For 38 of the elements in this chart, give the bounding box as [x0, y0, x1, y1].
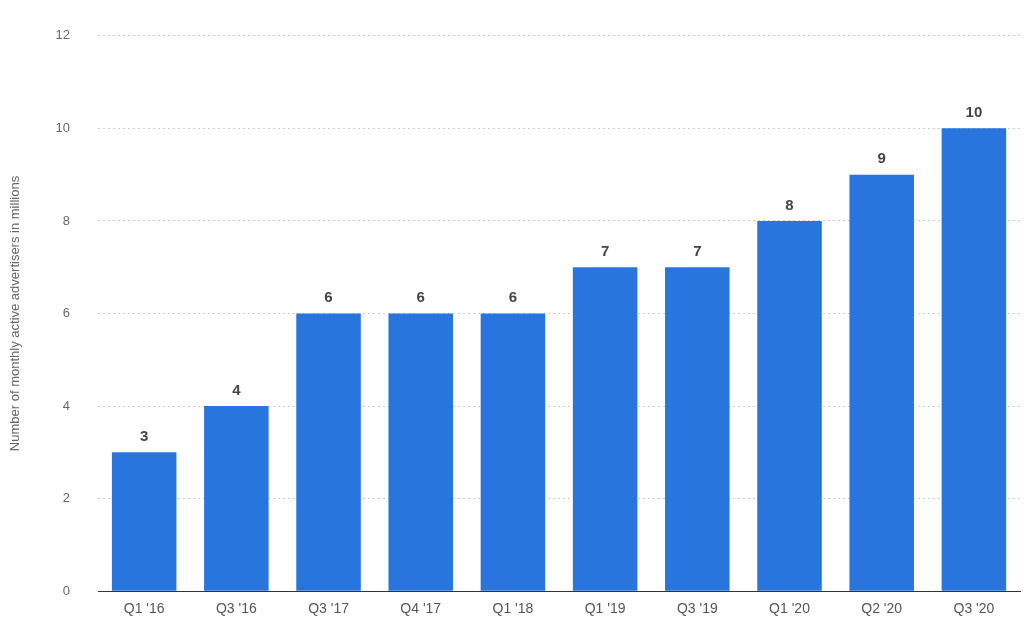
y-tick-label: 4	[62, 397, 71, 413]
x-tick-label: Q1 '18	[492, 600, 534, 617]
data-label: 8	[785, 195, 794, 213]
bar	[111, 452, 177, 591]
x-tick-label: Q3 '17	[308, 600, 350, 617]
y-tick-label: 8	[62, 212, 71, 228]
data-label: 7	[693, 241, 702, 259]
y-tick-label: 0	[62, 582, 71, 598]
data-label: 6	[324, 288, 333, 306]
bar	[480, 313, 546, 591]
data-label: 3	[139, 426, 149, 444]
bar	[665, 267, 730, 591]
bar	[941, 128, 1007, 591]
data-label: 10	[965, 103, 983, 121]
bar	[757, 220, 822, 591]
bar	[388, 313, 454, 591]
y-axis-title: Number of monthly active advertisers in millions	[7, 175, 23, 452]
x-tick-label: Q1 '20	[769, 600, 811, 617]
x-tick-label: Q3 '19	[676, 600, 718, 617]
data-label: 4	[232, 380, 242, 398]
bar	[204, 406, 269, 591]
x-tick-label: Q3 '16	[215, 600, 257, 617]
y-tick-label: 6	[62, 305, 71, 321]
data-label: 6	[508, 288, 518, 306]
y-tick-label: 12	[55, 27, 71, 43]
y-tick-label: 10	[55, 119, 71, 135]
x-tick-label: Q2 '20	[861, 600, 903, 617]
bar	[572, 267, 638, 591]
x-tick-label: Q3 '20	[953, 600, 995, 617]
data-label: 9	[877, 149, 886, 167]
x-tick-label: Q4 '17	[400, 600, 442, 617]
x-tick-label: Q1 '16	[123, 600, 165, 617]
x-tick-label: Q1 '19	[584, 600, 626, 617]
data-label: 6	[416, 288, 425, 306]
bar	[296, 313, 361, 591]
y-tick-label: 2	[62, 490, 71, 506]
data-label: 7	[600, 241, 610, 259]
bar	[849, 174, 914, 591]
